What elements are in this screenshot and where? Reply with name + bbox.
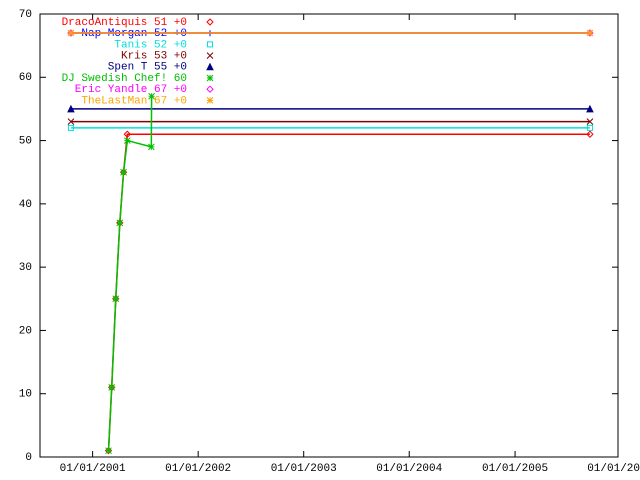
marker-part: [67, 104, 75, 113]
marker-part: [206, 74, 214, 82]
y-tick-label: 50: [19, 135, 32, 147]
marker-part: [206, 62, 214, 71]
marker: [586, 29, 594, 37]
y-tick-label: 70: [19, 9, 32, 21]
marker: [108, 384, 116, 391]
series-line: [107, 133, 590, 451]
y-tick-label: 30: [19, 262, 32, 274]
marker: [586, 104, 594, 113]
legend-marker: [207, 41, 213, 48]
marker: [148, 92, 155, 100]
marker: [586, 118, 594, 125]
legend-marker: [206, 62, 214, 71]
x-tick-label: 01/01/2002: [165, 463, 231, 475]
legend-label: Eric Yandle 67 +0: [75, 84, 187, 96]
legend-label: DJ Swedish Chef! 60: [62, 73, 187, 85]
marker: [586, 130, 594, 138]
marker: [67, 29, 75, 37]
legend-label: TheLastMan 67 +0: [81, 95, 187, 107]
marker-part: [206, 85, 214, 93]
legend-label: Nap Morgan 52 +0: [81, 28, 187, 40]
marker-part: [147, 143, 155, 151]
legend-label: Kris 53 +0: [121, 51, 187, 63]
marker: [586, 124, 593, 131]
marker: [120, 168, 127, 176]
marker-part: [586, 118, 594, 125]
marker-part: [116, 219, 124, 227]
legend-marker: [206, 85, 214, 93]
x-tick-label: 01/01/2001: [60, 463, 126, 475]
x-tick-label: 01/01/2005: [482, 463, 548, 475]
legend-marker: [206, 74, 214, 82]
marker-part: [206, 97, 214, 104]
marker-part: [206, 18, 214, 26]
marker-part: [67, 29, 75, 37]
marker-part: [586, 104, 594, 113]
marker: [67, 118, 75, 125]
marker-part: [67, 118, 75, 125]
marker: [147, 143, 155, 151]
legend-label: DracoAntiquis 51 +0: [62, 17, 187, 29]
marker-part: [105, 447, 112, 455]
legend-label: Spen T 55 +0: [108, 62, 187, 74]
marker-part: [206, 52, 214, 59]
marker-part: [586, 130, 594, 138]
marker: [105, 447, 112, 455]
marker-part: [207, 41, 213, 48]
plot-frame: [39, 13, 619, 458]
marker-part: [123, 137, 131, 144]
y-tick-label: 20: [19, 325, 32, 337]
marker: [67, 124, 74, 131]
marker-part: [123, 130, 132, 138]
y-tick-label: 10: [19, 389, 32, 401]
marker: [123, 130, 132, 138]
marker-part: [67, 124, 74, 131]
marker: [112, 295, 120, 303]
marker: [116, 219, 124, 227]
marker-part: [586, 29, 594, 37]
legend-marker: [206, 97, 214, 104]
marker-part: [108, 384, 116, 391]
y-tick-label: 40: [19, 199, 32, 211]
legend-label: Tanis 52 +0: [114, 39, 187, 51]
marker: [123, 137, 131, 144]
marker: [67, 104, 75, 113]
legend-marker: [206, 18, 214, 26]
marker-part: [112, 295, 120, 303]
legend-marker: [206, 52, 214, 59]
marker-part: [120, 168, 127, 176]
series-line: [107, 96, 153, 451]
y-tick-label: 60: [19, 72, 32, 84]
x-tick-label: 01/01/20: [587, 463, 640, 475]
x-tick-label: 01/01/2003: [271, 463, 337, 475]
marker-part: [586, 124, 593, 131]
x-tick-label: 01/01/2004: [376, 463, 442, 475]
marker-part: [148, 92, 155, 100]
y-tick-label: 0: [25, 452, 32, 464]
